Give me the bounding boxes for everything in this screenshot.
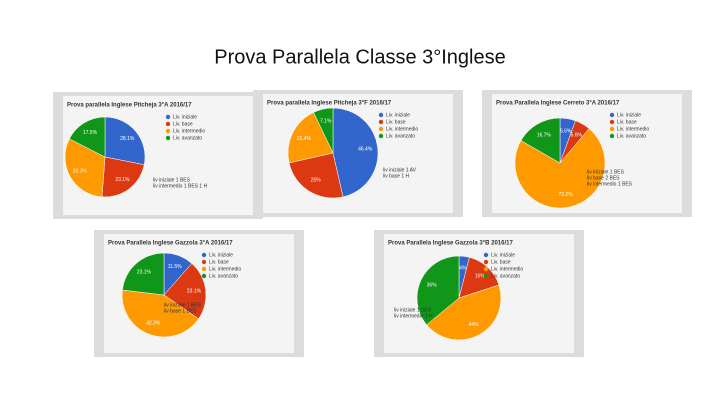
pie-slice	[514, 128, 606, 209]
legend-label: Liv. intermedio	[386, 126, 418, 132]
legend-swatch	[201, 273, 207, 279]
slice-label: 16%	[475, 273, 486, 279]
slice-label: 21.4%	[297, 136, 312, 142]
chart: Prova parallela Inglese Pitcheja 3°A 201…	[53, 92, 263, 219]
slice-label: 31.3%	[73, 168, 88, 174]
legend-label: Liv. base	[617, 119, 637, 125]
legend-label: Liv. iniziale	[209, 252, 233, 258]
legend-label: Liv. avanzato	[209, 273, 238, 279]
legend-swatch	[609, 112, 615, 118]
chart-title: Prova parallela Inglese Pitcheja 3°F 201…	[267, 101, 392, 107]
legend-label: Liv. intermedio	[209, 266, 241, 272]
legend-label: Liv. iniziale	[617, 112, 641, 118]
legend-swatch	[165, 135, 171, 141]
slice-label: 5.6%	[571, 132, 583, 138]
legend-label: Liv. iniziale	[173, 114, 197, 120]
pie-slice	[121, 289, 199, 338]
slice-label: 11.5%	[168, 264, 182, 270]
chart: Prova parallela Inglese Pitcheja 3°F 201…	[253, 90, 463, 217]
legend-swatch	[165, 128, 171, 134]
legend-swatch	[483, 259, 489, 265]
slice-label: 16.7%	[537, 132, 552, 138]
legend-label: Liv. base	[173, 121, 193, 127]
pie-slice	[101, 156, 145, 198]
chart-title: Prova Parallela Inglese Gazzola 3°A 2016…	[108, 241, 233, 247]
legend-swatch	[609, 126, 615, 132]
legend-swatch	[378, 119, 384, 125]
legend-label: Liv. avanzato	[173, 135, 202, 141]
note: liv intermedio 1 BES 1 H	[153, 183, 208, 189]
pie-slice	[426, 284, 502, 341]
legend-swatch	[201, 259, 207, 265]
legend-label: Liv. intermedio	[173, 128, 205, 134]
note: liv base 1 BES	[164, 308, 197, 314]
slice-label: 25%	[311, 178, 322, 184]
pie-slice	[520, 117, 561, 164]
legend-label: Liv. avanzato	[386, 133, 415, 139]
legend-label: Liv. intermedio	[617, 126, 649, 132]
legend-swatch	[165, 114, 171, 120]
legend-swatch	[483, 273, 489, 279]
pie-slice	[64, 138, 106, 198]
chart-title: Prova Parallela Inglese Cerreto 3°A 2016…	[496, 101, 620, 107]
legend-label: Liv. base	[491, 259, 511, 265]
legend-swatch	[483, 266, 489, 272]
pie-slice	[416, 255, 460, 326]
note: liv iniziale 1 BES	[153, 177, 191, 183]
slice-label: 4%	[459, 265, 467, 271]
slice-label: 72.2%	[558, 192, 573, 198]
legend-swatch	[609, 119, 615, 125]
slice-label: 28.1%	[120, 136, 135, 142]
note: liv iniziale 1 BES	[164, 302, 202, 308]
chart: Prova Parallela Inglese Gazzola 3°A 2016…	[94, 230, 304, 357]
note: liv base 1 H	[383, 173, 410, 179]
legend-label: Liv. base	[209, 259, 229, 265]
pie-slice	[313, 107, 334, 154]
legend-swatch	[378, 126, 384, 132]
slice-label: 42.3%	[146, 321, 161, 327]
note: liv intermedio 1 H	[394, 313, 433, 319]
slice-label: 5.6%	[560, 128, 572, 134]
legend-label: Liv. iniziale	[386, 112, 410, 118]
legend-swatch	[378, 133, 384, 139]
legend-label: Liv. avanzato	[491, 273, 520, 279]
legend-swatch	[378, 112, 384, 118]
chart: Prova Parallela Inglese Gazzola 3°B 2016…	[374, 230, 584, 357]
slice-label: 7.1%	[320, 119, 332, 125]
legend-swatch	[483, 252, 489, 258]
slice-label: 46.4%	[358, 147, 373, 153]
legend-label: Liv. iniziale	[491, 252, 515, 258]
slice-label: 44%	[469, 322, 480, 328]
slice-label: 17.5%	[83, 130, 98, 136]
legend-label: Liv. avanzato	[617, 133, 646, 139]
slice-label: 23.1%	[115, 177, 130, 183]
legend-label: Liv. intermedio	[491, 266, 523, 272]
legend-swatch	[609, 133, 615, 139]
slice-label: 23.1%	[187, 289, 202, 295]
legend-swatch	[201, 252, 207, 258]
pie-slice	[288, 152, 344, 199]
pie-slice	[287, 112, 334, 164]
note: liv iniziale 1 BES	[394, 307, 432, 313]
chart-title: Prova parallela Inglese Pitcheja 3°A 201…	[67, 103, 192, 109]
pie-slice	[104, 116, 146, 166]
chart-title: Prova Parallela Inglese Gazzola 3°B 2016…	[388, 241, 513, 247]
pie-slice	[163, 263, 207, 320]
note: liv iniziale 1 AV	[383, 167, 417, 173]
legend-swatch	[201, 266, 207, 272]
slice-label: 23.1%	[137, 270, 152, 276]
pie-slice	[122, 252, 165, 296]
note: liv iniziale 1 BES	[587, 169, 625, 175]
slide-title: Prova Parallela Classe 3°Inglese	[214, 46, 505, 68]
chart: Prova Parallela Inglese Cerreto 3°A 2016…	[482, 90, 692, 217]
note: liv base 2 BES	[587, 175, 620, 181]
legend-swatch	[165, 121, 171, 127]
pie-slice	[69, 116, 106, 158]
pie-slice	[332, 107, 379, 198]
legend-label: Liv. base	[386, 119, 406, 125]
note: liv intermedio 1 BES	[587, 181, 633, 187]
slice-label: 36%	[427, 282, 438, 288]
